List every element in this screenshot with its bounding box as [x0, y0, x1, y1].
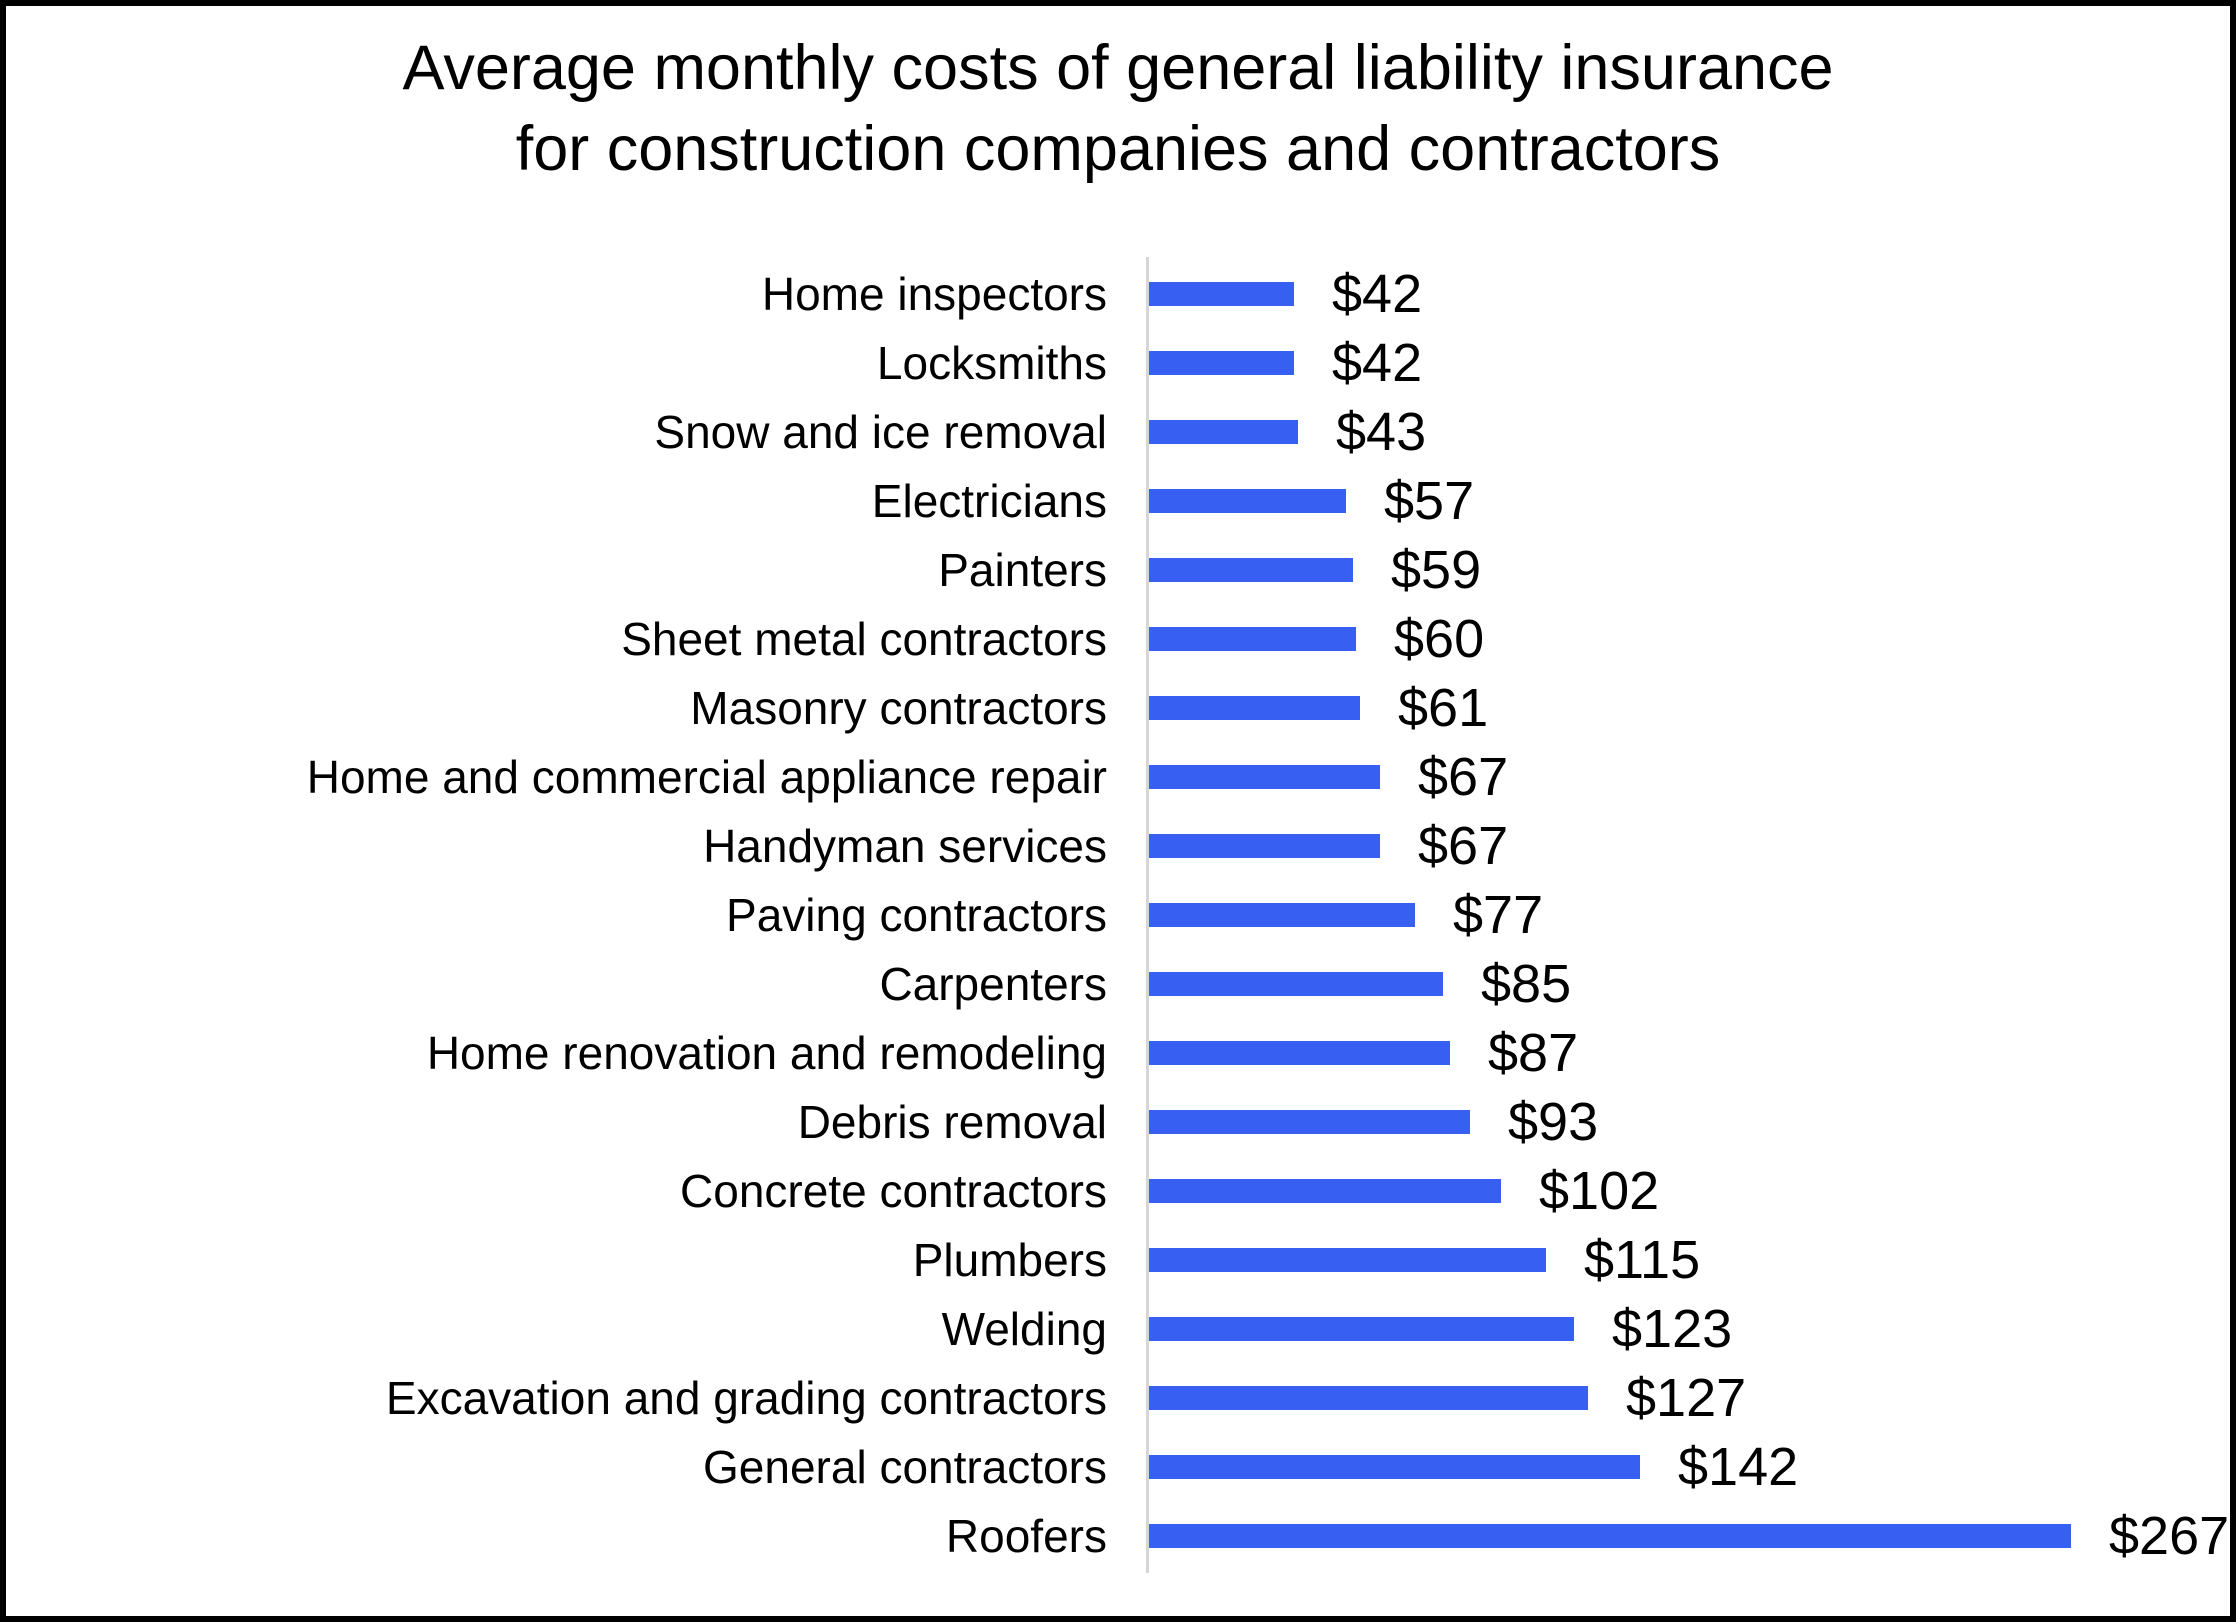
chart-title: Average monthly costs of general liabili…	[0, 28, 2236, 189]
value-label: $42	[1332, 263, 1423, 324]
bar	[1149, 764, 1380, 789]
chart-row: General contractors $142	[0, 1432, 2236, 1501]
chart-row: Home renovation and remodeling $87	[0, 1018, 2236, 1087]
chart-row: Electricians $57	[0, 466, 2236, 535]
value-label: $85	[1481, 953, 1572, 1014]
bar	[1149, 626, 1356, 651]
value-label: $115	[1584, 1229, 1701, 1290]
bar	[1149, 695, 1360, 720]
category-label: Debris removal	[797, 1095, 1107, 1148]
bar	[1149, 971, 1443, 996]
bar	[1149, 1385, 1588, 1410]
value-label: $123	[1612, 1298, 1733, 1359]
bar	[1149, 488, 1346, 513]
value-label: $127	[1626, 1367, 1747, 1428]
y-axis-line	[1146, 257, 1149, 1573]
value-label: $43	[1336, 401, 1427, 462]
bar	[1149, 1247, 1546, 1272]
value-label: $67	[1418, 815, 1509, 876]
category-label: Painters	[938, 543, 1107, 596]
value-label: $142	[1678, 1436, 1799, 1497]
value-label: $87	[1488, 1022, 1579, 1083]
chart-row: Welding $123	[0, 1294, 2236, 1363]
value-label: $60	[1394, 608, 1485, 669]
bar	[1149, 833, 1380, 858]
value-label: $67	[1418, 746, 1509, 807]
bar	[1149, 902, 1415, 927]
bar	[1149, 1109, 1470, 1134]
category-label: Welding	[941, 1302, 1107, 1355]
chart-row: Roofers $267	[0, 1501, 2236, 1570]
bar	[1149, 1454, 1640, 1479]
chart-area: Home inspectors $42 Locksmiths $42 Snow and …	[0, 259, 2236, 1570]
category-label: Excavation and grading contractors	[385, 1371, 1107, 1424]
chart-row: Concrete contractors $102	[0, 1156, 2236, 1225]
chart-title-line-1: Average monthly costs of general liabili…	[402, 33, 1834, 103]
bar	[1149, 1316, 1574, 1341]
value-label: $102	[1539, 1160, 1660, 1221]
bar	[1149, 557, 1353, 582]
value-label: $77	[1453, 884, 1544, 945]
category-label: Paving contractors	[726, 888, 1107, 941]
value-label: $57	[1384, 470, 1475, 531]
bar	[1149, 281, 1294, 306]
chart-row: Snow and ice removal $43	[0, 397, 2236, 466]
category-label: Home inspectors	[761, 267, 1107, 320]
category-label: Handyman services	[703, 819, 1107, 872]
category-label: Carpenters	[879, 957, 1107, 1010]
category-label: Home and commercial appliance repair	[306, 750, 1107, 803]
chart-row: Home and commercial appliance repair $67	[0, 742, 2236, 811]
value-label: $267	[2109, 1505, 2230, 1566]
chart-row: Home inspectors $42	[0, 259, 2236, 328]
bar	[1149, 350, 1294, 375]
chart-row: Excavation and grading contractors $127	[0, 1363, 2236, 1432]
category-label: Masonry contractors	[690, 681, 1107, 734]
chart-row: Plumbers $115	[0, 1225, 2236, 1294]
value-label: $59	[1391, 539, 1482, 600]
chart-row: Painters $59	[0, 535, 2236, 604]
value-label: $93	[1508, 1091, 1599, 1152]
chart-row: Handyman services $67	[0, 811, 2236, 880]
category-label: Roofers	[945, 1509, 1107, 1562]
chart-row: Masonry contractors $61	[0, 673, 2236, 742]
category-label: General contractors	[703, 1440, 1107, 1493]
chart-row: Paving contractors $77	[0, 880, 2236, 949]
value-label: $42	[1332, 332, 1423, 393]
category-label: Home renovation and remodeling	[426, 1026, 1107, 1079]
category-label: Concrete contractors	[680, 1164, 1107, 1217]
category-label: Plumbers	[912, 1233, 1107, 1286]
bar	[1149, 1040, 1450, 1065]
category-label: Electricians	[871, 474, 1107, 527]
category-label: Snow and ice removal	[654, 405, 1107, 458]
chart-row: Carpenters $85	[0, 949, 2236, 1018]
bar	[1149, 419, 1298, 444]
chart-title-line-2: for construction companies and contracto…	[515, 113, 1721, 184]
value-label: $61	[1398, 677, 1489, 738]
chart-row: Sheet metal contractors $60	[0, 604, 2236, 673]
category-label: Sheet metal contractors	[621, 612, 1107, 665]
chart-row: Locksmiths $42	[0, 328, 2236, 397]
category-label: Locksmiths	[876, 336, 1107, 389]
bar	[1149, 1523, 2071, 1548]
bar	[1149, 1178, 1501, 1203]
chart-row: Debris removal $93	[0, 1087, 2236, 1156]
